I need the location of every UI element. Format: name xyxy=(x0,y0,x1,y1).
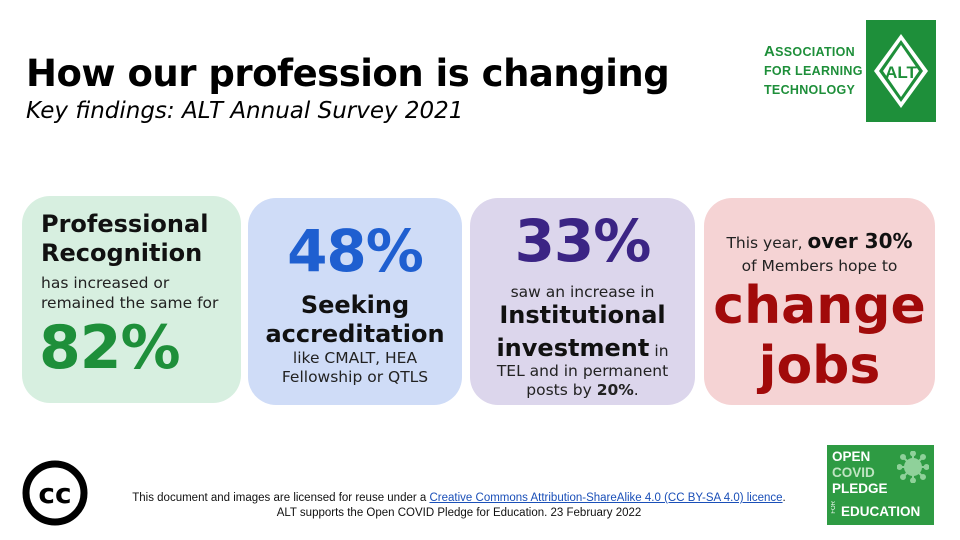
card-body-line: Fellowship or QTLS xyxy=(281,368,429,386)
alt-mark-text: ALT xyxy=(885,63,917,82)
card-heading-line: accreditation xyxy=(265,320,445,348)
card-lead-text: saw an increase in xyxy=(510,283,655,301)
badge-line: EDUCATION xyxy=(841,504,921,519)
virus-icon xyxy=(897,451,929,483)
card-heading: Professional Recognition xyxy=(41,210,208,268)
license-link[interactable]: Creative Commons Attribution-ShareAlike … xyxy=(429,492,783,504)
card-body-line: posts by 20%. xyxy=(470,381,695,400)
cc-icon-text: cc xyxy=(38,477,71,510)
alt-logo-line: FOR LEARNING xyxy=(764,64,863,78)
page-subtitle: Key findings: ALT Annual Survey 2021 xyxy=(26,98,464,124)
card-body: has increased or remained the same for xyxy=(41,273,218,313)
professional-recognition-card: Professional Recognition has increased o… xyxy=(22,196,241,403)
page-title: How our profession is changing xyxy=(26,52,670,95)
card-heading: Seeking accreditation xyxy=(248,291,462,349)
card-heading-line: investment xyxy=(496,334,650,362)
badge-line: OPEN xyxy=(832,449,871,464)
card-heading-inline: investment in xyxy=(470,334,695,362)
badge-line: PLEDGE xyxy=(832,481,888,496)
card-body: like CMALT, HEA Fellowship or QTLS xyxy=(248,349,462,387)
cc-icon: cc xyxy=(22,460,88,526)
card-body-word: in xyxy=(654,342,669,360)
card-heading-line: Recognition xyxy=(41,239,203,267)
license-text: This document and images are licensed fo… xyxy=(132,492,427,504)
alt-logo: ASSOCIATION FOR LEARNING TECHNOLOGY ALT xyxy=(764,20,936,122)
card-body: TEL and in permanent posts by 20%. xyxy=(470,362,695,400)
card-statistic: 48% xyxy=(287,217,424,285)
card-statistic: 82% xyxy=(39,313,181,383)
card-statistic: 33% xyxy=(514,207,652,275)
card-body-value: 20% xyxy=(596,381,634,399)
badge-line: COVID xyxy=(832,465,875,480)
card-statistic-line: jobs xyxy=(758,336,881,396)
license-line: This document and images are licensed fo… xyxy=(114,491,804,506)
pledge-line: ALT supports the Open COVID Pledge for E… xyxy=(276,507,642,519)
card-heading: Institutional xyxy=(499,301,666,329)
card-body-text: posts by xyxy=(526,381,592,399)
alt-logo-line: TECHNOLOGY xyxy=(764,83,856,97)
alt-logo-line: ASSOCIATION xyxy=(764,43,855,60)
card-heading-line: Seeking xyxy=(300,291,410,319)
alt-diamond-icon: ALT xyxy=(866,20,936,122)
card-lead-prefix: This year, xyxy=(726,234,803,252)
card-statistic-line: change xyxy=(713,276,926,336)
license-notice: This document and images are licensed fo… xyxy=(114,491,804,521)
card-statistic: change jobs xyxy=(704,276,935,396)
badge-for: FOR xyxy=(831,501,837,514)
change-jobs-card: This year, over 30% of Members hope to c… xyxy=(704,198,935,405)
card-lead-text: This year, over 30% xyxy=(704,228,935,256)
investment-card: 33% saw an increase in Institutional inv… xyxy=(470,198,695,405)
card-body-line: has increased or xyxy=(41,274,170,292)
card-body-line: of Members hope to xyxy=(741,257,898,275)
license-text: . xyxy=(782,492,786,504)
alt-logo-text: ASSOCIATION FOR LEARNING TECHNOLOGY xyxy=(764,42,863,100)
accreditation-card: 48% Seeking accreditation like CMALT, HE… xyxy=(248,198,462,405)
card-body-line: like CMALT, HEA xyxy=(292,349,418,367)
card-body-text: . xyxy=(633,381,639,399)
open-covid-pledge-badge: OPEN COVID PLEDGE FOR EDUCATION xyxy=(827,445,934,525)
card-body-line: remained the same for xyxy=(41,294,219,312)
card-body-line: TEL and in permanent xyxy=(496,362,669,380)
card-emphasis: over 30% xyxy=(807,229,913,253)
card-heading-line: Professional xyxy=(41,210,209,238)
